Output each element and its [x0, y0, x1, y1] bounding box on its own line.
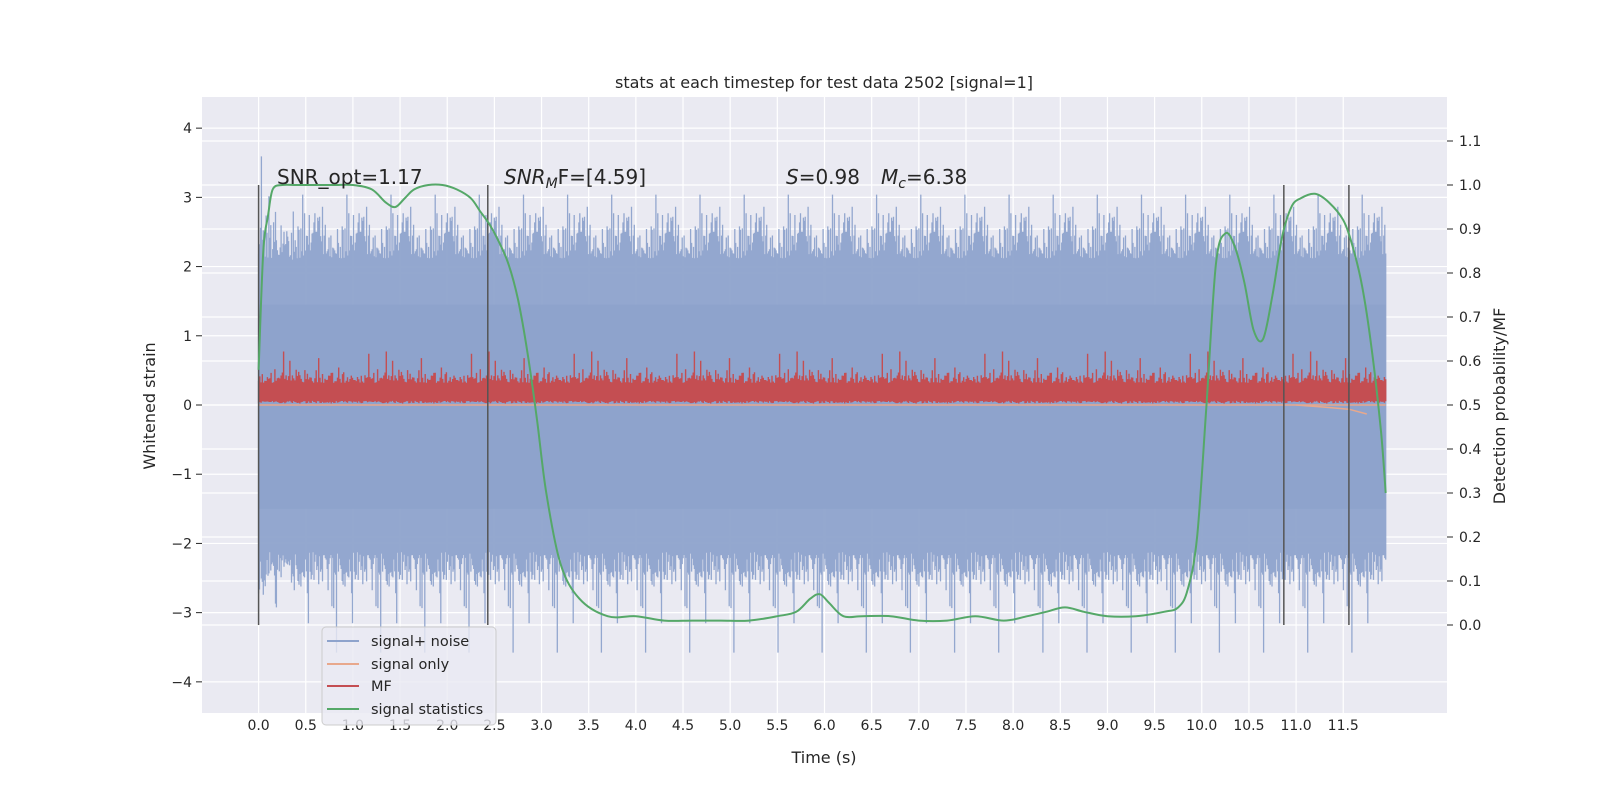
- x-tick-label: 0.0: [247, 718, 269, 734]
- signal-statistics-line: [257, 183, 1387, 623]
- y-right-tick-label: 0.5: [1459, 398, 1481, 414]
- annotation-mc: Mc=6.38: [881, 165, 967, 192]
- y-left-tick-label: 4: [183, 121, 192, 137]
- x-tick-label: 10.5: [1233, 718, 1264, 734]
- legend-label-signal-statistics: signal statistics: [371, 702, 483, 718]
- y-left-tick-label: −2: [171, 536, 192, 552]
- x-tick-label: 7.5: [955, 718, 977, 734]
- x-tick-label: 10.0: [1186, 718, 1217, 734]
- y-axis-right-label: Detection probability/MF: [1490, 308, 1509, 505]
- signal-only-line: [1296, 404, 1367, 415]
- y-right-tick-label: 0.8: [1459, 266, 1481, 282]
- y-right-tick-label: 0.0: [1459, 618, 1481, 634]
- y-left-tick-label: 3: [183, 190, 192, 206]
- x-tick-label: 0.5: [295, 718, 317, 734]
- x-tick-label: 8.5: [1049, 718, 1071, 734]
- x-tick-label: 7.0: [908, 718, 930, 734]
- x-tick-label: 11.5: [1328, 718, 1359, 734]
- annotation-snr-mf: SNRMF=[4.59]: [504, 165, 646, 192]
- y-left-tick-label: 2: [183, 260, 192, 276]
- x-tick-label: 6.0: [813, 718, 835, 734]
- x-tick-label: 11.0: [1281, 718, 1312, 734]
- y-left-tick-label: −1: [171, 467, 192, 483]
- x-axis-ticks: 0.0 0.5 1.0 1.5 2.0 2.5 3.0 3.5 4.0 4.5 5.0 5.5 6.0 6…: [247, 718, 1358, 734]
- vertical-markers: [257, 185, 1350, 625]
- x-tick-label: 4.5: [672, 718, 694, 734]
- annotation-snr-opt: SNR_opt=1.17: [277, 165, 423, 189]
- y-left-tick-label: −4: [171, 675, 192, 691]
- x-tick-label: 6.5: [861, 718, 883, 734]
- x-tick-label: 9.0: [1096, 718, 1118, 734]
- legend-label-mf: MF: [371, 679, 392, 695]
- legend: signal+ noise signal only MF signal stat…: [321, 626, 497, 726]
- legend-label-signal-only: signal only: [371, 657, 450, 673]
- y-left-tick-label: −3: [171, 606, 192, 622]
- chart-title: stats at each timestep for test data 250…: [615, 73, 1033, 92]
- y-right-tick-label: 0.6: [1459, 354, 1481, 370]
- y-right-tick-label: 0.9: [1459, 222, 1481, 238]
- signal-noise-series: [257, 156, 1387, 653]
- signal-noise-band: [258, 304, 1386, 509]
- legend-box: [321, 626, 497, 726]
- signal-statistics-series: [257, 183, 1387, 623]
- x-tick-label: 3.0: [530, 718, 552, 734]
- y-right-tick-label: 0.4: [1459, 442, 1481, 458]
- y-right-tick-label: 0.3: [1459, 486, 1481, 502]
- y-right-tick-label: 0.1: [1459, 574, 1481, 590]
- x-tick-label: 4.0: [625, 718, 647, 734]
- y-right-tick-label: 1.0: [1459, 178, 1481, 194]
- x-tick-label: 3.5: [578, 718, 600, 734]
- x-tick-label: 9.5: [1143, 718, 1165, 734]
- y-right-tick-label: 1.1: [1459, 134, 1481, 150]
- x-tick-label: 8.0: [1002, 718, 1024, 734]
- y-axis-right-ticks: 1.1 1.0 0.9 0.8 0.7 0.6 0.5 0.4 0.3 0.2 0.1 0.0: [1447, 134, 1481, 634]
- signal-only-series: [258, 404, 1386, 415]
- annotation-s: S=0.98: [786, 165, 860, 189]
- x-tick-label: 5.5: [766, 718, 788, 734]
- y-right-tick-label: 0.7: [1459, 310, 1481, 326]
- y-right-tick-label: 0.2: [1459, 530, 1481, 546]
- y-axis-left-ticks: 4 3 2 1 0 −1 −2 −3 −4: [171, 121, 202, 691]
- y-left-tick-label: 0: [183, 398, 192, 414]
- x-tick-label: 5.0: [719, 718, 741, 734]
- y-left-tick-label: 1: [183, 329, 192, 345]
- legend-label-signal-noise: signal+ noise: [371, 634, 469, 650]
- x-axis-label: Time (s): [790, 748, 856, 767]
- y-axis-left-label: Whitened strain: [140, 342, 159, 469]
